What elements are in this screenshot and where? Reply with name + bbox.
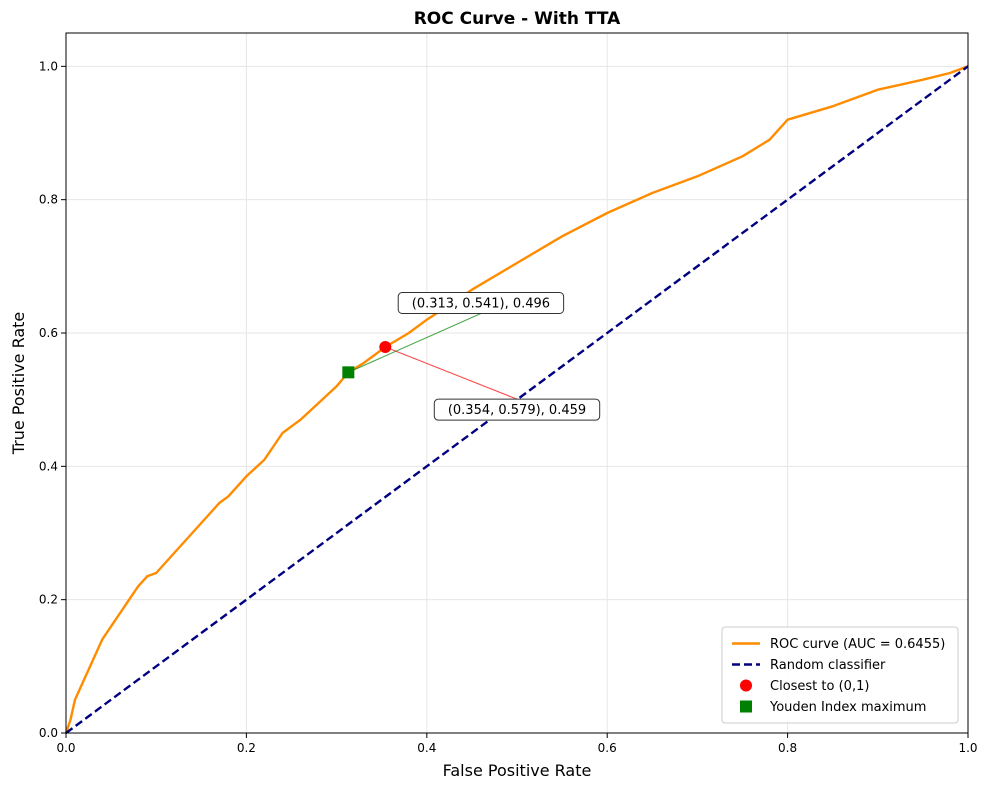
y-tick-label: 0.4 [39,459,58,473]
x-ticks: 0.0 0.2 0.4 0.6 0.8 1.0 [56,733,978,755]
x-tick-label: 0.8 [778,741,797,755]
y-ticks: 0.0 0.2 0.4 0.6 0.8 1.0 [39,59,66,740]
y-tick-label: 0.6 [39,326,58,340]
y-tick-label: 0.8 [39,193,58,207]
x-axis-label: False Positive Rate [443,761,592,780]
points-layer [342,341,392,379]
youden-point-marker [342,366,355,379]
chart-title: ROC Curve - With TTA [414,9,621,29]
legend-label: Random classifier [770,658,886,673]
legend-swatch-square [740,700,752,713]
y-tick-label: 1.0 [39,59,58,73]
roc-curve-line [64,65,969,734]
annotations: (0.354, 0.579), 0.459 (0.313, 0.541), 0.4… [348,292,601,421]
grid [65,33,969,734]
x-tick-label: 1.0 [958,741,977,755]
x-tick-label: 0.0 [56,741,75,755]
annotation-label: (0.313, 0.541), 0.496 [412,297,550,312]
legend: ROC curve (AUC = 0.6455) Random classifie… [721,626,959,724]
x-tick-label: 0.2 [237,741,256,755]
y-axis-label: True Positive Rate [9,312,28,456]
plot-frame [65,32,969,734]
x-tick-label: 0.6 [598,741,617,755]
annotation-box [397,292,565,314]
closest-point-marker [379,341,392,353]
legend-label: ROC curve (AUC = 0.6455) [770,637,945,652]
annotation-connector [385,346,518,400]
annotation-label: (0.354, 0.579), 0.459 [448,403,586,418]
y-tick-label: 0.2 [39,593,58,607]
legend-label: Youden Index maximum [769,700,926,715]
x-tick-label: 0.4 [417,741,436,755]
annotation-connector [348,312,482,373]
y-tick-label: 0.0 [39,726,58,740]
legend-swatch-circle [740,679,752,692]
series-layer [64,65,969,734]
random-classifier-line [65,65,969,734]
annotation-box [433,398,601,421]
legend-box [721,626,959,724]
legend-label: Closest to (0,1) [770,679,869,694]
